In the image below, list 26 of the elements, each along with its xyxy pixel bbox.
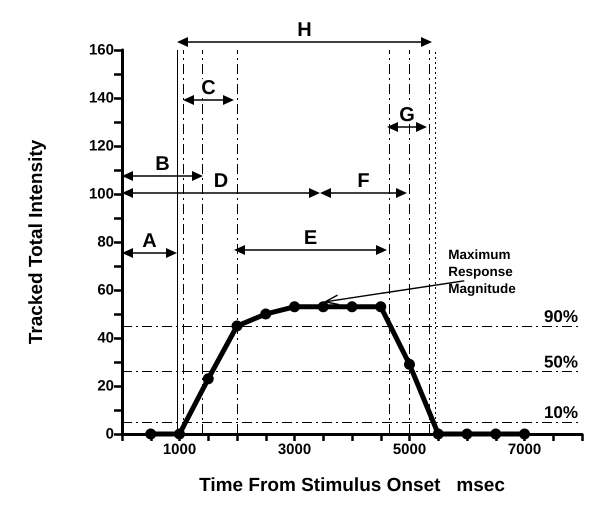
annotation: Maximum Response Magnitude xyxy=(448,246,516,296)
y-tick-label: 140 xyxy=(88,90,114,106)
annotation: E xyxy=(304,227,318,249)
y-tick-label: 100 xyxy=(88,186,114,202)
annotation: 10% xyxy=(544,403,578,422)
x-tick-label: 5000 xyxy=(392,441,426,458)
y-tick-label: 0 xyxy=(106,426,114,442)
annotation: D xyxy=(214,170,228,192)
x-tick-label: 3000 xyxy=(278,441,312,458)
x-tick-label: 7000 xyxy=(508,441,542,458)
y-tick-label: 60 xyxy=(97,282,114,298)
annotation: F xyxy=(357,170,370,192)
annotation: G xyxy=(399,104,415,126)
annotation: B xyxy=(155,153,170,175)
y-tick-label: 80 xyxy=(97,234,114,250)
y-tick-label: 40 xyxy=(97,330,114,346)
y-tick-label: 20 xyxy=(97,378,114,394)
y-axis-title: Tracked Total Intensity xyxy=(26,139,47,344)
text: H xyxy=(297,19,312,41)
x-axis-title: Time From Stimulus Onset msec xyxy=(199,475,506,496)
x-tick-label: 1000 xyxy=(162,441,196,458)
y-tick-label: 120 xyxy=(88,138,114,154)
y-tick-label: 160 xyxy=(88,42,114,58)
annotation: 90% xyxy=(544,307,578,326)
annotation: 50% xyxy=(544,352,578,372)
annotation: A xyxy=(142,230,157,252)
